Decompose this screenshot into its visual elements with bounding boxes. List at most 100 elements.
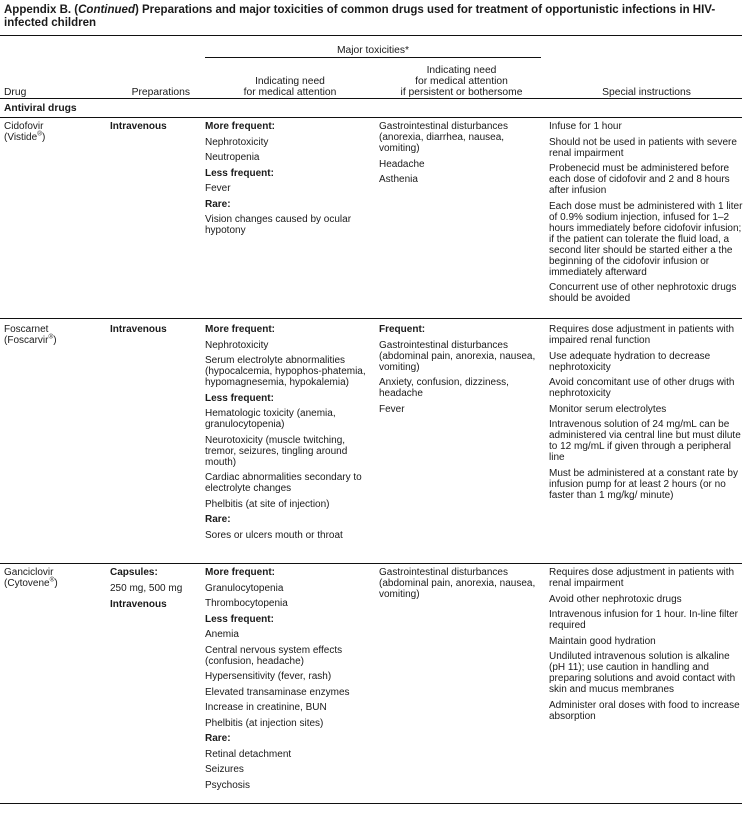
- divider: [0, 98, 742, 99]
- header-preparations: Preparations: [131, 87, 190, 98]
- list-item: Avoid concomitant use of other drugs wit…: [549, 377, 735, 399]
- subheading: Less frequent:: [205, 613, 274, 625]
- subheading: Less frequent:: [205, 392, 274, 404]
- list-item: Gastrointestinal disturbances (abdominal…: [379, 339, 536, 373]
- list-item: Avoid other nephrotoxic drugs: [549, 593, 682, 605]
- subheading: More frequent:: [205, 121, 275, 132]
- list-item: Fever: [205, 183, 231, 194]
- list-item: Granulocytopenia: [205, 582, 284, 594]
- brand-name: (Foscarvir®): [4, 333, 57, 346]
- divider: [0, 803, 742, 804]
- header-special-instructions: Special instructions: [602, 87, 691, 98]
- list-item: Anemia: [205, 629, 239, 640]
- title-continued: Continued: [78, 4, 135, 16]
- drug-cell: Cidofovir (Vistide®): [4, 121, 104, 143]
- header-medical-attention: Indicating need for medical attention: [205, 76, 375, 98]
- brand-name: (Cytovene®): [4, 576, 58, 589]
- list-item: Nephrotoxicity: [205, 136, 269, 148]
- list-item: Intravenous infusion for 1 hour. In-line…: [549, 609, 738, 631]
- special-instructions-cell: Infuse for 1 hour Should not be used in p…: [549, 121, 744, 309]
- header-major-toxicities: Major toxicities*: [336, 45, 410, 56]
- header-line: for medical attention: [415, 76, 508, 87]
- list-item: 250 mg, 500 mg: [110, 583, 183, 594]
- list-item: Phelbitis (at site of injection): [205, 498, 330, 510]
- preparations-cell: Intravenous: [110, 121, 200, 137]
- divider: [0, 563, 742, 564]
- list-item: Retinal detachment: [205, 748, 292, 760]
- drug-name: Cidofovir: [4, 121, 44, 132]
- divider: [0, 35, 742, 36]
- list-item: Headache: [379, 158, 425, 170]
- subheading: More frequent:: [205, 567, 275, 578]
- list-item: Vision changes caused by ocular hypotony: [205, 214, 352, 236]
- divider: [0, 318, 742, 319]
- list-item: Elevated transaminase enzymes: [205, 686, 350, 698]
- list-item: Neurotoxicity (muscle twitching, tremor,…: [205, 434, 348, 468]
- list-item: Cardiac abnormalities secondary to elect…: [205, 472, 362, 494]
- list-item: Psychosis: [205, 779, 251, 791]
- list-item: Requires dose adjustment in patients wit…: [549, 567, 735, 589]
- persistent-cell: Frequent: Gastrointestinal disturbances (…: [379, 324, 544, 419]
- subheading: Capsules:: [110, 567, 158, 578]
- header-line: for medical attention: [243, 87, 337, 98]
- list-item: Fever: [379, 403, 405, 415]
- section-antiviral-drugs: Antiviral drugs: [4, 103, 77, 114]
- list-item: Nephrotoxicity: [205, 339, 269, 351]
- list-item: Asthenia: [379, 174, 418, 185]
- special-instructions-cell: Requires dose adjustment in patients wit…: [549, 567, 744, 726]
- list-item: Phelbitis (at injection sites): [205, 717, 324, 729]
- title-rest: ) Preparations and major toxicities of c…: [4, 4, 716, 29]
- drug-cell: Foscarnet (Foscarvir®): [4, 324, 104, 346]
- list-item: Central nervous system effects (confusio…: [205, 644, 343, 667]
- subheading: Intravenous: [110, 121, 167, 132]
- list-item: Should not be used in patients with seve…: [549, 136, 737, 159]
- header-line: Indicating need: [255, 76, 325, 87]
- subheading: Intravenous: [110, 324, 167, 335]
- subheading: More frequent:: [205, 324, 275, 335]
- list-item: Undiluted intravenous solution is alkali…: [549, 651, 736, 695]
- list-item: Hematologic toxicity (anemia, granulocyt…: [205, 408, 336, 430]
- list-item: Maintain good hydration: [549, 635, 656, 647]
- special-instructions-cell: Requires dose adjustment in patients wit…: [549, 324, 744, 505]
- persistent-cell: Gastrointestinal disturbances (abdominal…: [379, 567, 544, 605]
- medical-attention-cell: More frequent: Granulocytopenia Thrombocyt…: [205, 567, 375, 795]
- list-item: Hypersensitivity (fever, rash): [205, 671, 332, 682]
- list-item: Increase in creatinine, BUN: [205, 702, 327, 713]
- subheading: Frequent:: [379, 324, 426, 335]
- subheading: Less frequent:: [205, 167, 274, 179]
- header-line: if persistent or bothersome: [400, 87, 523, 98]
- header-line: Indicating need: [426, 65, 497, 76]
- persistent-cell: Gastrointestinal disturbances (anorexia,…: [379, 121, 544, 190]
- list-item: Each dose must be administered with 1 li…: [549, 200, 743, 278]
- title-prefix: Appendix B. (: [4, 4, 79, 16]
- subheading: Rare:: [205, 733, 231, 744]
- subheading: Rare:: [205, 198, 231, 210]
- list-item: Anxiety, confusion, dizziness, headache: [379, 377, 509, 399]
- list-item: Use adequate hydration to decrease nephr…: [549, 350, 711, 373]
- list-item: Seizures: [205, 764, 244, 775]
- preparations-cell: Intravenous: [110, 324, 200, 340]
- medical-attention-cell: More frequent: Nephrotoxicity Neutropenia L…: [205, 121, 375, 241]
- list-item: Must be administered at a constant rate …: [549, 467, 738, 501]
- brand-name: (Vistide®): [4, 130, 46, 143]
- table-title: Appendix B. (Continued) Preparations and…: [4, 4, 746, 30]
- list-item: Gastrointestinal disturbances (anorexia,…: [379, 121, 508, 154]
- drug-name: Foscarnet: [4, 324, 49, 335]
- list-item: Administer oral doses with food to incre…: [549, 699, 740, 722]
- divider: [205, 57, 541, 58]
- drug-name: Ganciclovir: [4, 567, 54, 578]
- list-item: Thrombocytopenia: [205, 598, 288, 609]
- list-item: Requires dose adjustment in patients wit…: [549, 324, 735, 346]
- header-persistent: Indicating need for medical attention if…: [379, 65, 544, 98]
- list-item: Monitor serum electrolytes: [549, 403, 667, 415]
- list-item: Serum electrolyte abnormalities (hypocal…: [205, 355, 366, 388]
- subheading: Intravenous: [110, 599, 167, 610]
- drug-cell: Ganciclovir (Cytovene®): [4, 567, 104, 589]
- list-item: Neutropenia: [205, 152, 260, 163]
- list-item: Gastrointestinal disturbances (abdominal…: [379, 567, 536, 600]
- list-item: Probenecid must be administered before e…: [549, 163, 730, 196]
- subheading: Rare:: [205, 514, 231, 525]
- list-item: Sores or ulcers mouth or throat: [205, 529, 343, 541]
- preparations-cell: Capsules: 250 mg, 500 mg Intravenous: [110, 567, 200, 615]
- divider: [0, 117, 742, 118]
